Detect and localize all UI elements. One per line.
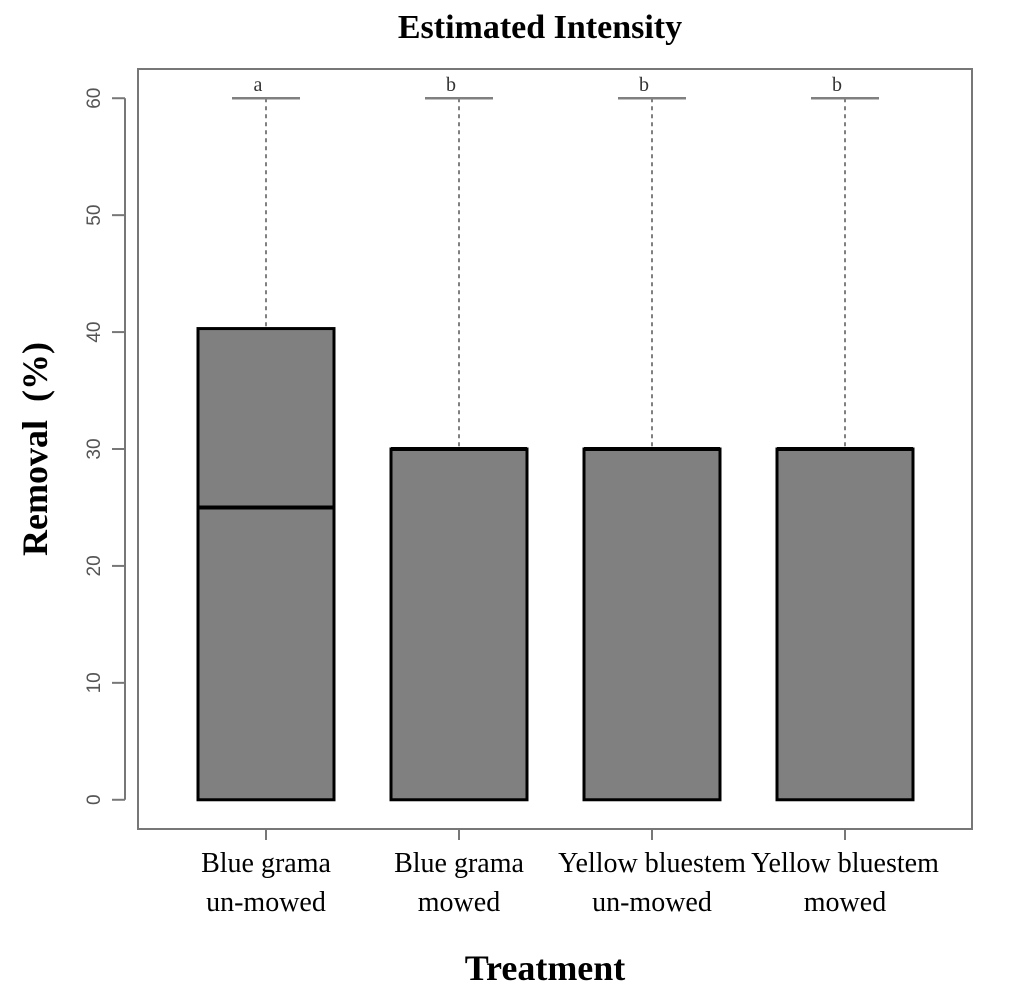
boxes <box>196 96 915 802</box>
chart-title: Estimated Intensity <box>398 9 682 46</box>
y-tick-label: 20 <box>84 555 105 576</box>
x-tick-label: Yellow bluestem <box>751 848 939 879</box>
y-axis: 0 10 20 30 40 50 60 <box>84 88 126 805</box>
y-tick-label: 30 <box>84 438 105 459</box>
x-tick-label: un-mowed <box>206 887 326 918</box>
x-axis: Blue grama un-mowed Blue grama mowed Yellow … <box>201 828 939 918</box>
box <box>196 327 336 802</box>
box <box>775 447 915 802</box>
significance-letter: b <box>446 74 456 96</box>
box <box>389 447 529 802</box>
x-axis-title: Treatment <box>465 948 626 984</box>
box-group <box>196 96 336 802</box>
x-tick-label: mowed <box>804 887 886 918</box>
significance-letter: a <box>254 74 263 96</box>
x-tick-label: Blue grama <box>394 848 524 879</box>
y-tick-label: 60 <box>84 88 105 109</box>
y-axis-title: Removal (%) <box>15 342 55 556</box>
y-tick-label: 10 <box>84 672 105 693</box>
box <box>582 447 722 802</box>
box-group <box>775 96 915 802</box>
x-tick-label: un-mowed <box>592 887 712 918</box>
box-group <box>582 96 722 802</box>
x-tick-label: Yellow bluestem <box>558 848 746 879</box>
y-tick-label: 40 <box>84 322 105 343</box>
box-group <box>389 96 529 802</box>
y-tick-label: 50 <box>84 205 105 226</box>
significance-letter: b <box>639 74 649 96</box>
significance-letter: b <box>832 74 842 96</box>
x-tick-label: mowed <box>418 887 500 918</box>
y-tick-label: 0 <box>84 794 105 805</box>
x-tick-label: Blue grama <box>201 848 331 879</box>
